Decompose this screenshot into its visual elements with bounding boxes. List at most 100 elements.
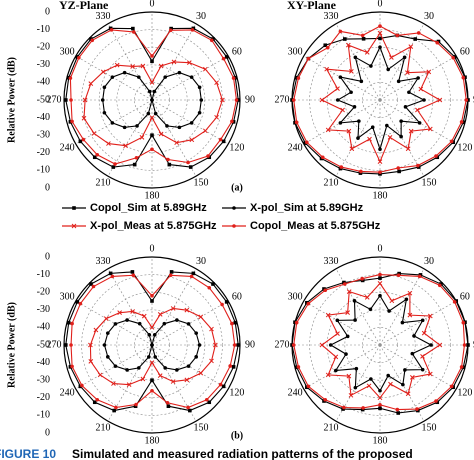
marker xyxy=(378,36,382,41)
marker xyxy=(323,397,328,402)
marker xyxy=(396,79,401,84)
y-axis-label: Relative Power (dB) xyxy=(6,302,17,388)
theta-tick-label: 0 xyxy=(378,243,383,254)
marker xyxy=(378,293,382,298)
marker xyxy=(403,368,407,372)
marker xyxy=(377,395,383,401)
marker xyxy=(230,321,234,326)
theta-tick-label: 30 xyxy=(196,256,206,267)
marker xyxy=(152,89,157,94)
marker xyxy=(153,355,157,359)
marker xyxy=(184,307,190,313)
marker xyxy=(437,97,443,103)
grid-ring xyxy=(116,64,188,136)
marker xyxy=(78,139,83,144)
marker xyxy=(221,384,226,389)
marker xyxy=(149,325,155,330)
theta-tick-label: 270 xyxy=(47,339,62,350)
marker xyxy=(130,309,135,314)
r-tick-label: -40 xyxy=(37,77,50,88)
marker xyxy=(177,125,182,130)
marker xyxy=(147,332,152,337)
marker xyxy=(166,157,170,162)
marker xyxy=(113,162,117,166)
theta-tick-label: 90 xyxy=(245,94,255,105)
marker xyxy=(158,131,164,137)
marker xyxy=(339,165,344,169)
marker xyxy=(323,288,328,293)
marker xyxy=(114,405,118,410)
marker xyxy=(378,24,382,28)
marker xyxy=(131,273,136,278)
marker xyxy=(353,55,358,60)
marker xyxy=(415,407,419,411)
marker xyxy=(162,321,167,326)
marker xyxy=(319,342,325,348)
marker xyxy=(117,310,122,315)
marker xyxy=(338,121,343,125)
grid-spoke xyxy=(379,268,425,346)
legend-label: Copol_Sim at 5.89GHz xyxy=(90,202,207,214)
caption-text: Simulated and measured radiation pattern… xyxy=(72,447,413,460)
grid-spoke xyxy=(107,23,153,101)
marker xyxy=(194,355,199,359)
marker xyxy=(150,59,154,64)
marker xyxy=(134,402,138,407)
marker xyxy=(464,98,469,102)
marker xyxy=(434,154,438,158)
theta-tick-label: 180 xyxy=(145,435,160,446)
marker xyxy=(437,342,443,348)
marker xyxy=(357,119,361,123)
theta-tick-label: 150 xyxy=(422,177,437,188)
marker xyxy=(132,162,137,167)
marker xyxy=(427,313,433,319)
grid-spoke xyxy=(107,268,153,346)
marker xyxy=(335,86,340,91)
theta-tick-label: 0 xyxy=(378,0,383,9)
marker xyxy=(102,85,107,90)
r-tick-label: 0 xyxy=(45,182,50,193)
marker xyxy=(352,298,357,303)
legend-marker xyxy=(232,224,236,228)
marker xyxy=(449,384,454,389)
theta-tick-label: 240 xyxy=(288,142,303,153)
marker xyxy=(405,391,411,397)
theta-tick-label: 30 xyxy=(424,11,434,22)
marker xyxy=(177,70,182,75)
marker xyxy=(335,331,340,336)
legend-marker xyxy=(71,223,77,229)
marker xyxy=(344,352,348,356)
grid-ring xyxy=(344,309,416,381)
marker xyxy=(416,163,420,168)
theta-tick-label: 210 xyxy=(324,177,339,188)
theta-tick-label: 180 xyxy=(145,190,160,201)
marker xyxy=(89,282,93,286)
marker xyxy=(462,343,467,347)
marker xyxy=(378,276,382,280)
marker xyxy=(90,38,95,43)
marker xyxy=(105,331,110,335)
marker xyxy=(131,30,136,34)
marker xyxy=(401,382,405,387)
marker xyxy=(186,364,191,368)
r-tick-label: -30 xyxy=(37,374,50,385)
marker xyxy=(320,155,325,160)
r-tick-label: -40 xyxy=(37,322,50,333)
marker xyxy=(359,79,364,84)
marker xyxy=(130,64,135,69)
marker xyxy=(364,295,370,300)
marker xyxy=(204,397,209,402)
marker xyxy=(361,406,365,410)
marker xyxy=(135,124,139,128)
marker xyxy=(232,343,237,347)
marker xyxy=(378,388,382,393)
marker xyxy=(348,392,354,398)
marker xyxy=(408,128,414,134)
marker xyxy=(80,383,84,388)
r-tick-label: -20 xyxy=(37,286,50,297)
r-tick-label: -30 xyxy=(37,59,50,70)
marker xyxy=(158,63,164,69)
legend-label: Copol_Meas at 5.875GHz xyxy=(250,220,381,232)
marker xyxy=(234,98,239,102)
marker xyxy=(150,133,154,137)
